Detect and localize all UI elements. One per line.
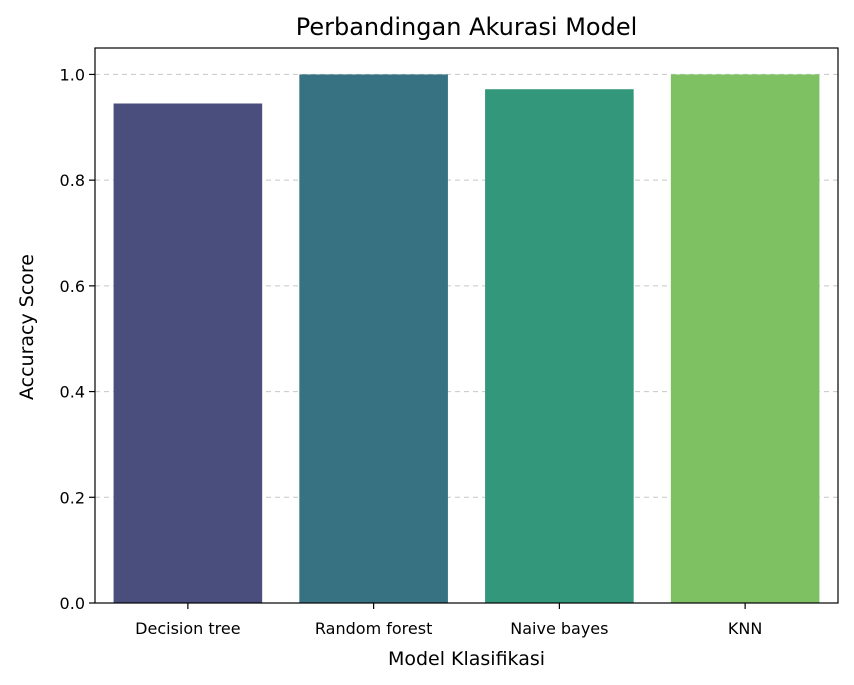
x-axis: Decision tree Random forest Naive bayes KNN — [135, 603, 762, 638]
x-tick-label: Random forest — [315, 619, 432, 638]
y-tick-label: 1.0 — [60, 65, 85, 84]
bar-naive-bayes — [485, 89, 634, 603]
y-axis-label: Accuracy Score — [16, 254, 38, 400]
x-tick-label: Naive bayes — [510, 619, 608, 638]
y-tick-label: 0.8 — [60, 171, 85, 190]
y-tick-label: 0.4 — [60, 383, 85, 402]
bars-layer — [114, 74, 820, 603]
y-tick-label: 0.2 — [60, 488, 85, 507]
bar-knn — [671, 74, 820, 603]
x-tick-label: Decision tree — [135, 619, 240, 638]
bar-random-forest — [299, 74, 448, 603]
chart-title: Perbandingan Akurasi Model — [296, 13, 638, 41]
x-tick-label: KNN — [728, 619, 762, 638]
bar-decision-tree — [114, 104, 263, 604]
y-tick-label: 0.0 — [60, 594, 85, 613]
y-tick-label: 0.6 — [60, 277, 85, 296]
x-axis-label: Model Klasifikasi — [388, 648, 545, 670]
y-axis: 0.0 0.2 0.4 0.6 0.8 1.0 — [60, 65, 95, 613]
